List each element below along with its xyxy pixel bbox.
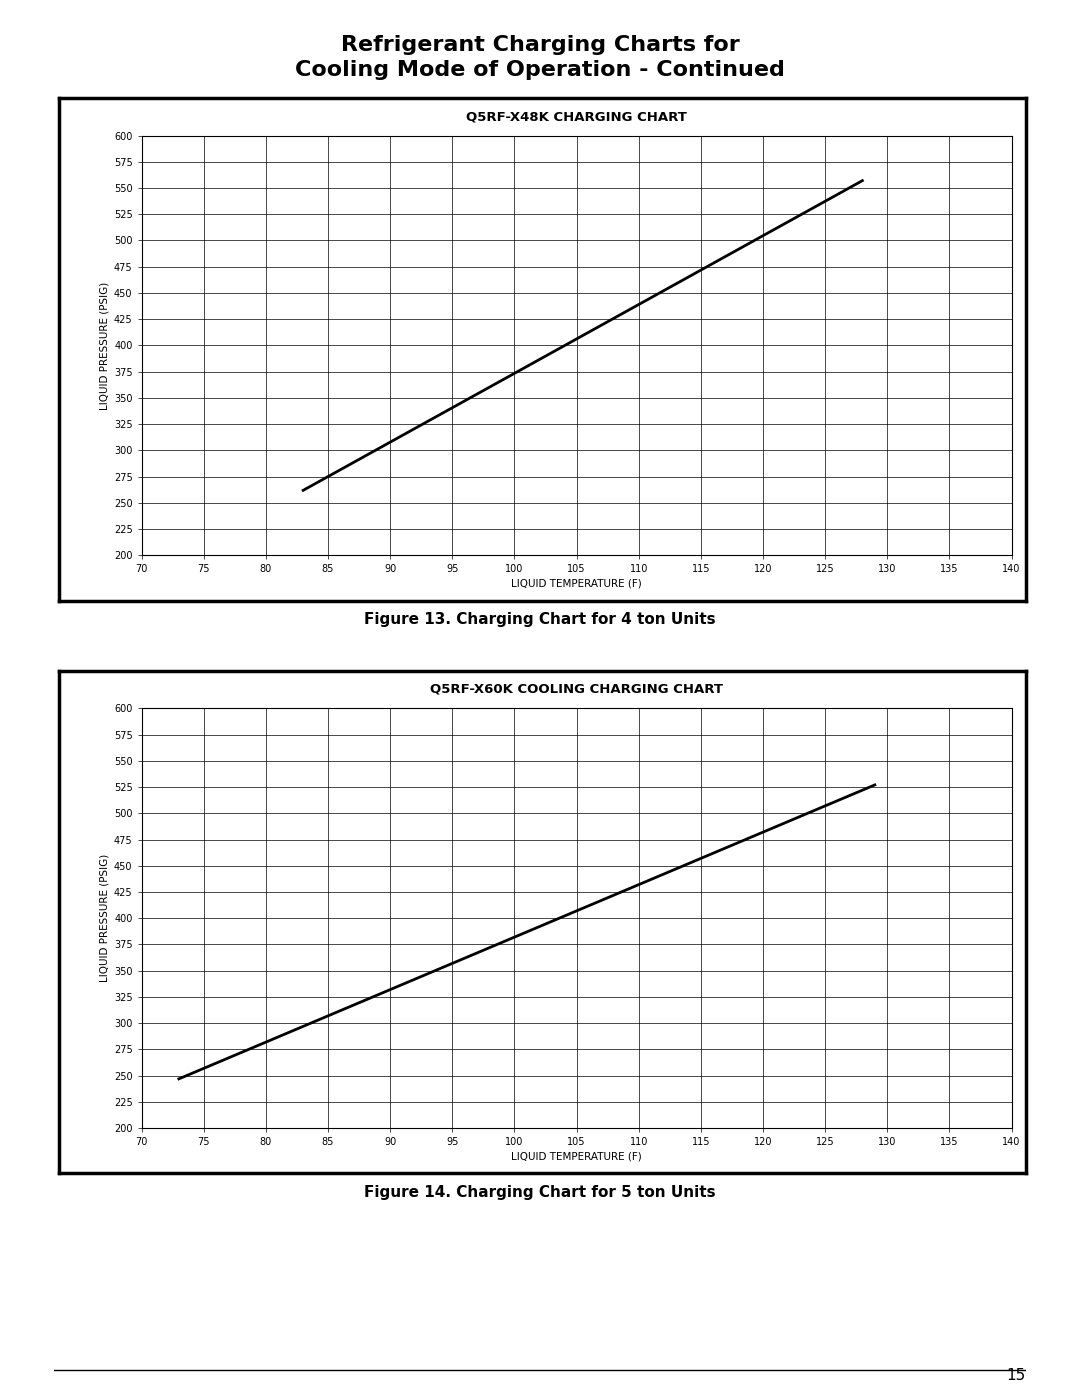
Text: Refrigerant Charging Charts for: Refrigerant Charging Charts for bbox=[340, 35, 740, 54]
Y-axis label: LIQUID PRESSURE (PSIG): LIQUID PRESSURE (PSIG) bbox=[99, 854, 109, 982]
Text: 15: 15 bbox=[1007, 1368, 1026, 1383]
X-axis label: LIQUID TEMPERATURE (F): LIQUID TEMPERATURE (F) bbox=[511, 578, 642, 588]
Text: Q5RF-X60K COOLING CHARGING CHART: Q5RF-X60K COOLING CHARGING CHART bbox=[430, 683, 723, 696]
Text: Figure 13. Charging Chart for 4 ton Units: Figure 13. Charging Chart for 4 ton Unit… bbox=[364, 612, 716, 627]
Text: Cooling Mode of Operation - Continued: Cooling Mode of Operation - Continued bbox=[295, 60, 785, 80]
Y-axis label: LIQUID PRESSURE (PSIG): LIQUID PRESSURE (PSIG) bbox=[99, 281, 109, 409]
Text: Figure 14. Charging Chart for 5 ton Units: Figure 14. Charging Chart for 5 ton Unit… bbox=[364, 1185, 716, 1200]
X-axis label: LIQUID TEMPERATURE (F): LIQUID TEMPERATURE (F) bbox=[511, 1151, 642, 1161]
Text: Q5RF-X48K CHARGING CHART: Q5RF-X48K CHARGING CHART bbox=[467, 110, 687, 123]
